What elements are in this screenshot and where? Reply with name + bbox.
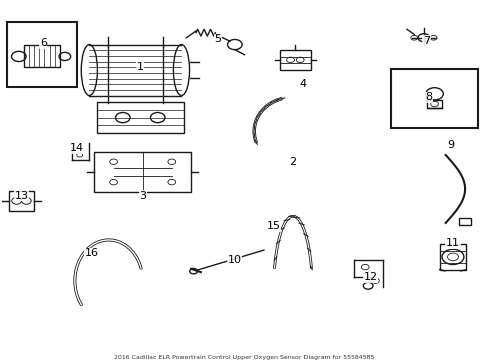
Bar xyxy=(23,45,60,67)
Text: 15: 15 xyxy=(266,221,280,231)
Text: 7: 7 xyxy=(422,36,429,46)
Bar xyxy=(7,22,77,87)
Bar xyxy=(427,100,441,108)
Bar xyxy=(9,191,34,211)
Text: 3: 3 xyxy=(139,191,146,201)
Text: 1: 1 xyxy=(137,62,143,72)
Text: 8: 8 xyxy=(424,92,431,102)
Text: 16: 16 xyxy=(84,248,99,258)
Text: 6: 6 xyxy=(40,38,47,48)
Text: 13: 13 xyxy=(15,191,28,201)
Bar xyxy=(390,69,477,129)
Text: 4: 4 xyxy=(299,78,305,89)
Bar xyxy=(279,50,310,70)
Text: 11: 11 xyxy=(445,238,459,248)
Bar xyxy=(97,102,183,133)
Text: 14: 14 xyxy=(70,143,84,153)
Text: 5: 5 xyxy=(214,35,221,44)
Bar xyxy=(439,244,466,270)
Text: 9: 9 xyxy=(446,140,453,150)
Text: 2016 Cadillac ELR Powertrain Control Upper Oxygen Sensor Diagram for 55584585: 2016 Cadillac ELR Powertrain Control Upp… xyxy=(114,355,374,360)
Text: 10: 10 xyxy=(227,255,241,265)
Bar xyxy=(458,218,470,225)
Text: 2: 2 xyxy=(289,157,296,167)
Text: 12: 12 xyxy=(363,272,377,282)
Bar xyxy=(94,152,191,192)
